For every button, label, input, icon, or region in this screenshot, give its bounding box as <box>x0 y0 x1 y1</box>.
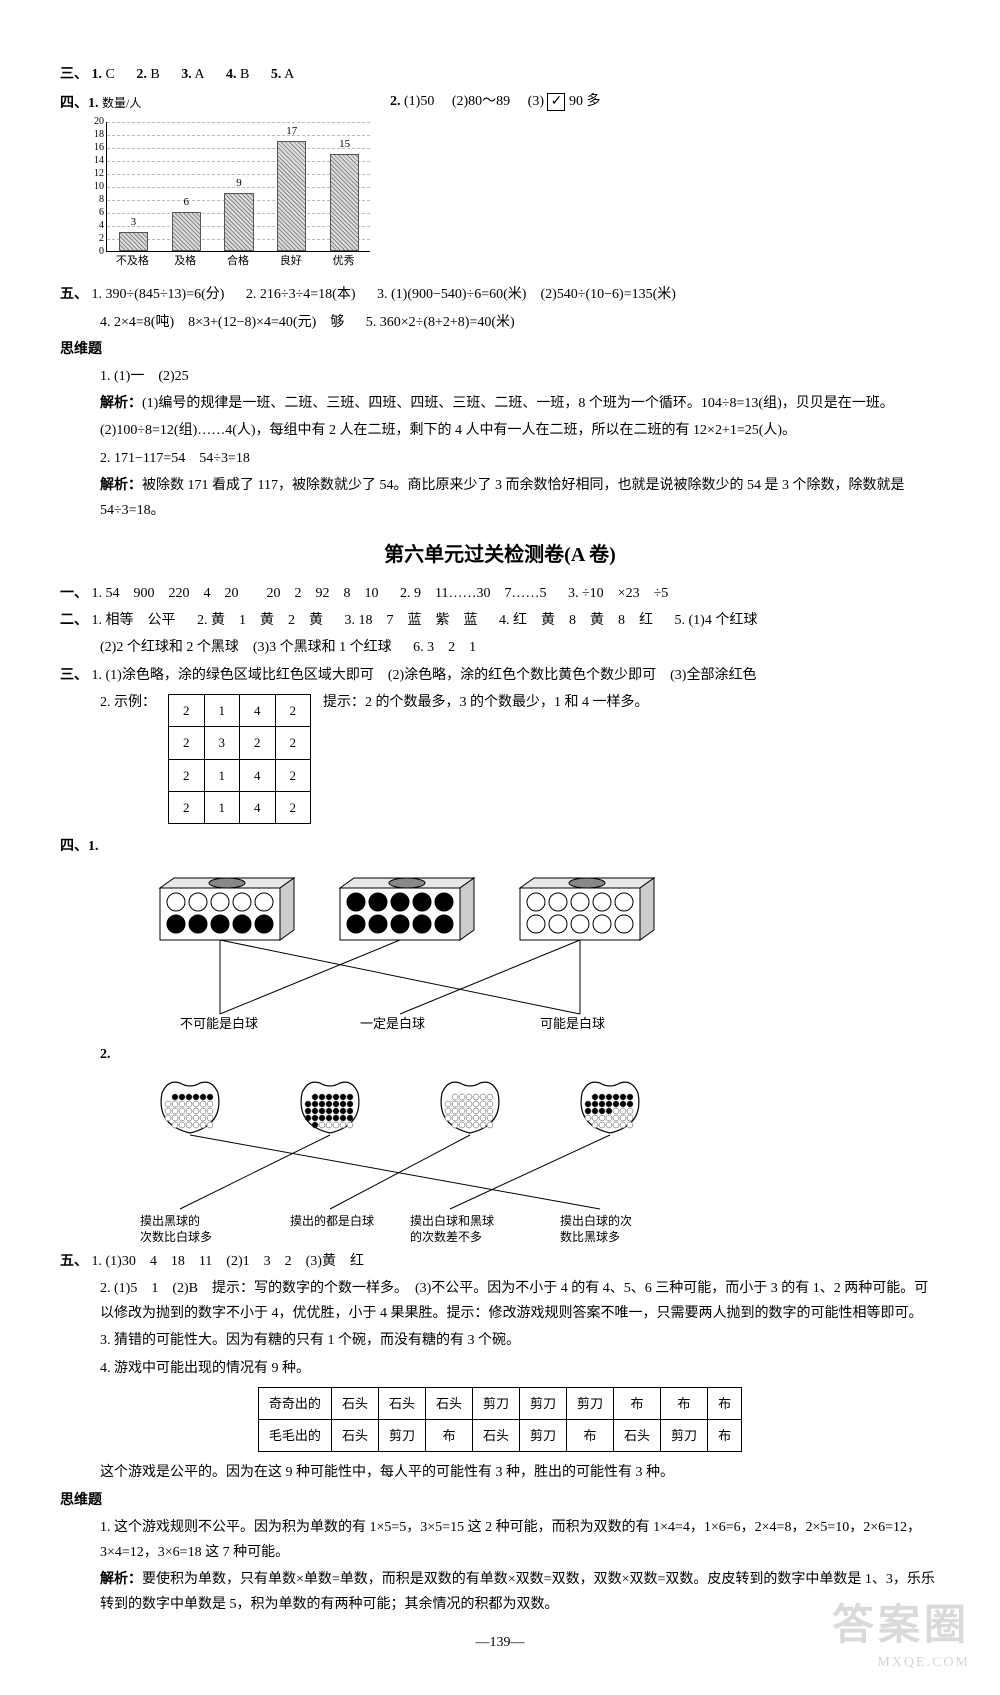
unit6-wu-4: 4. 游戏中可能出现的情况有 9 种。 <box>60 1356 940 1381</box>
unit6-wu: 五、 1. (1)30 4 18 11 (2)1 3 2 (3)黄 红 <box>60 1249 940 1274</box>
svg-text:摸出黑球的: 摸出黑球的 <box>140 1213 200 1228</box>
si-q2-b: (2)80～89 <box>452 94 510 109</box>
unit6-title: 第六单元过关检测卷(A 卷) <box>60 537 940 573</box>
svg-text:摸出白球的次: 摸出白球的次 <box>560 1213 632 1228</box>
checkbox-icon: ✓ <box>547 93 565 111</box>
svg-text:摸出白球和黑球: 摸出白球和黑球 <box>410 1213 494 1228</box>
wu-row2: 4. 2×4=8(吨) 8×3+(12−8)×4=40(元) 够 5. 360×… <box>60 310 940 335</box>
unit6-siwei-1: 1. 这个游戏规则不公平。因为积为单数的有 1×5=5，3×5=15 这 2 种… <box>60 1515 940 1565</box>
svg-text:一定是白球: 一定是白球 <box>360 1016 425 1031</box>
section-san: 三、 1. C 2. B 3. A 4. B 5. A <box>60 62 940 87</box>
san-item: 1. C <box>92 62 115 87</box>
section-si: 四、1. 数量/人 024681012141618203691715不及格及格合… <box>60 89 940 280</box>
example-grid: 2142232221422142 <box>168 694 311 825</box>
si-q2-c: (3) <box>528 94 544 109</box>
svg-text:摸出的都是白球: 摸出的都是白球 <box>290 1213 374 1228</box>
unit6-san: 三、 1. (1)涂色略，涂的绿色区域比红色区域大即可 (2)涂色略，涂的红色个… <box>60 663 940 688</box>
wu-item: 4. 2×4=8(吨) 8×3+(12−8)×4=40(元) 够 <box>100 310 344 335</box>
unit6-wu-3: 3. 猜错的可能性大。因为有糖的只有 1 个碗，而没有糖的有 3 个碗。 <box>60 1328 940 1353</box>
rps-table: 奇奇出的石头石头石头剪刀剪刀剪刀布布布毛毛出的石头剪刀布石头剪刀布石头剪刀布 <box>258 1387 742 1453</box>
san-item: 2. B <box>136 62 159 87</box>
san-item: 5. A <box>271 62 294 87</box>
unit6-siwei-jiexi: 解析：要使积为单数，只有单数×单数=单数，而积是双数的有单数×双数=双数，双数×… <box>60 1567 940 1617</box>
wu-item: 2. 216÷3÷4=18(本) <box>246 282 356 307</box>
siwei-q1: 1. (1)一 (2)25 <box>60 364 940 389</box>
unit6-san-hint: 提示：2 的个数最多，3 的个数最少，1 和 4 一样多。 <box>323 690 649 715</box>
unit6-wu-2: 2. (1)5 1 (2)B 提示：写的数字的个数一样多。 (3)不公平。因为不… <box>60 1276 940 1326</box>
wu-item: 3. (1)(900−540)÷6=60(米) (2)540÷(10−6)=13… <box>377 282 676 307</box>
unit6-san-2: 2. 示例： 2142232221422142 提示：2 的个数最多，3 的个数… <box>60 690 940 833</box>
unit6-er-b: (2)2 个红球和 2 个黑球 (3)3 个黑球和 1 个红球 6. 3 2 1 <box>60 635 940 660</box>
san-item: 4. B <box>226 62 249 87</box>
siwei-q2-jiexi: 解析：被除数 171 看成了 117，被除数就少了 54。商比原来少了 3 而余… <box>60 473 940 523</box>
boxes-diagram: 不可能是白球 一定是白球 可能是白球 <box>100 868 940 1038</box>
si-label: 四、1. <box>60 96 99 111</box>
unit6-er: 二、 1. 相等 公平 2. 黄 1 黄 2 黄 3. 18 7 蓝 紫 蓝 4… <box>60 608 940 633</box>
svg-text:次数比白球多: 次数比白球多 <box>140 1229 212 1244</box>
svg-text:的次数差不多: 的次数差不多 <box>410 1229 482 1244</box>
bags-diagram: 摸出黑球的次数比白球多 摸出的都是白球 摸出白球和黑球的次数差不多 摸出白球的次数比黑… <box>100 1075 940 1245</box>
svg-text:可能是白球: 可能是白球 <box>540 1016 605 1031</box>
siwei-q1-jiexi2: (2)100÷8=12(组)……4(人)，每组中有 2 人在二班，剩下的 4 人… <box>60 418 940 443</box>
svg-text:数比黑球多: 数比黑球多 <box>560 1229 620 1244</box>
unit6-yi: 一、 1. 54 900 220 4 20 20 2 92 8 10 2. 9 … <box>60 581 940 606</box>
unit6-wu-4b: 这个游戏是公平的。因为在这 9 种可能性中，每人平的可能性有 3 种，胜出的可能… <box>60 1460 940 1485</box>
si-q2-pre: 2. <box>390 94 401 109</box>
siwei-q1-jiexi: 解析：(1)编号的规律是一班、二班、三班、四班、四班、三班、二班、一班，8 个班… <box>60 391 940 416</box>
san-item: 3. A <box>181 62 204 87</box>
siwei-label: 思维题 <box>60 337 940 362</box>
wu-item: 1. 390÷(845÷13)=6(分) <box>92 282 225 307</box>
si-q2-d: 90 多 <box>569 94 601 109</box>
unit6-si: 四、1. <box>60 834 940 859</box>
san-label: 三、 <box>60 67 88 82</box>
unit6-si-q2: 2. <box>60 1042 940 1067</box>
si-q2-a: (1)50 <box>404 94 434 109</box>
chart-y-title: 数量/人 <box>102 96 141 110</box>
wu-item: 5. 360×2÷(8+2+8)=40(米) <box>366 310 515 335</box>
page-number: —139— <box>60 1630 940 1655</box>
unit6-siwei-label: 思维题 <box>60 1488 940 1513</box>
svg-text:不可能是白球: 不可能是白球 <box>180 1016 258 1031</box>
siwei-q2: 2. 171−117=54 54÷3=18 <box>60 446 940 471</box>
section-wu: 五、 1. 390÷(845÷13)=6(分) 2. 216÷3÷4=18(本)… <box>60 282 940 307</box>
bar-chart: 024681012141618203691715不及格及格合格良好优秀 <box>80 122 370 272</box>
